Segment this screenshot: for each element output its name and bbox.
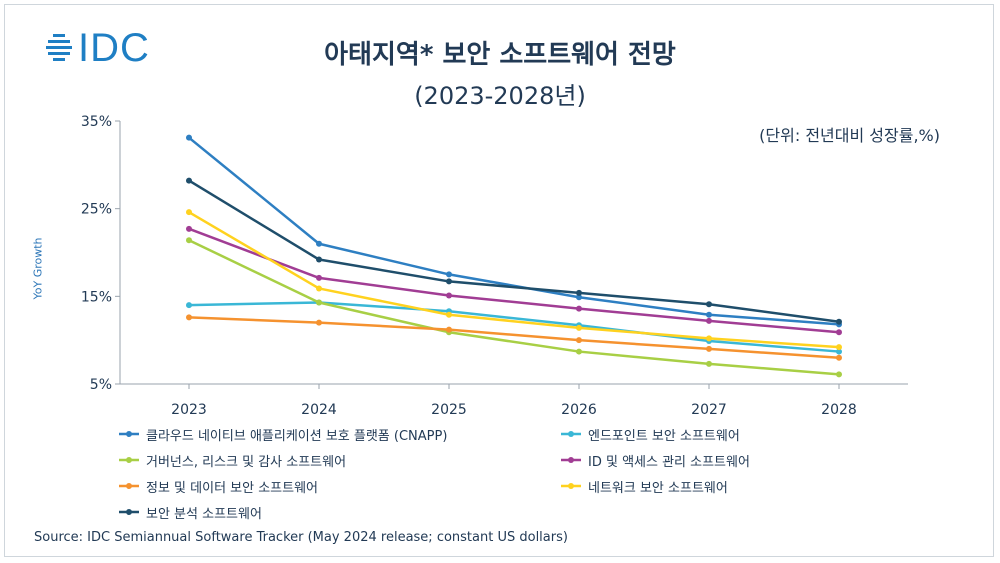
legend-label: 보안 분석 소프트웨어 <box>146 506 262 522</box>
y-tick-label: 35% <box>81 114 112 130</box>
series-5 <box>186 314 842 361</box>
legend-item: ID 및 액세스 관리 소프트웨어 <box>560 450 750 470</box>
data-point <box>576 324 582 331</box>
legend-swatch <box>561 483 581 489</box>
legend-label: ID 및 액세스 관리 소프트웨어 <box>588 454 750 470</box>
chart-subtitle: (2023-2028년) <box>414 82 586 110</box>
y-tick-label: 25% <box>81 202 112 218</box>
legend-item: 네트워크 보안 소프트웨어 <box>560 476 728 496</box>
x-tick-label: 2027 <box>691 402 727 418</box>
data-point <box>446 326 452 333</box>
x-tick-label: 2028 <box>821 402 857 418</box>
logo-text: IDC <box>78 26 150 70</box>
data-point <box>446 292 452 299</box>
legend-swatch <box>119 483 139 489</box>
data-point <box>836 371 842 378</box>
series-line <box>188 227 840 334</box>
legend-swatch-marker <box>126 483 132 489</box>
legend-swatch-marker <box>568 483 574 489</box>
legend-item: 거버넌스, 리스크 및 감사 소프트웨어 <box>118 450 346 470</box>
series-4 <box>186 225 842 336</box>
legend-item: 클라우드 네이티브 애플리케이션 보호 플랫폼 (CNAPP) <box>118 424 447 444</box>
data-point <box>446 278 452 285</box>
data-point <box>836 348 842 355</box>
data-point <box>706 360 712 367</box>
x-tick-label: 2023 <box>171 402 207 418</box>
chart-title: 아태지역* 보안 소프트웨어 전망 <box>324 40 676 70</box>
data-point <box>186 314 192 321</box>
legend-item: 엔드포인트 보안 소프트웨어 <box>560 424 740 444</box>
slide-frame <box>4 4 994 557</box>
series-line <box>188 179 840 323</box>
y-tick-label: 5% <box>90 377 112 393</box>
unit-note: (단위: 전년대비 성장률,%) <box>759 126 940 145</box>
data-point <box>316 299 322 306</box>
data-point <box>316 319 322 326</box>
legend-swatch <box>119 431 139 437</box>
series-7 <box>186 177 842 325</box>
data-point <box>186 134 192 141</box>
data-point <box>576 305 582 312</box>
series-6 <box>186 209 842 351</box>
data-point <box>576 294 582 301</box>
series-line <box>188 316 840 359</box>
x-tick-label: 2025 <box>431 402 467 418</box>
series-line <box>188 211 840 349</box>
globe-icon <box>46 34 72 61</box>
legend-swatch-marker <box>126 509 132 515</box>
legend-item: 보안 분석 소프트웨어 <box>118 502 262 522</box>
idc-logo: IDC <box>44 26 150 70</box>
legend-label: 엔드포인트 보안 소프트웨어 <box>588 428 740 444</box>
legend-swatch-marker <box>568 457 574 463</box>
data-point <box>186 225 192 232</box>
data-point <box>186 209 192 216</box>
data-point <box>706 301 712 308</box>
data-point <box>576 348 582 355</box>
legend-swatch <box>561 457 581 463</box>
legend-swatch-marker <box>126 457 132 463</box>
legend-swatch-marker <box>568 431 574 437</box>
legend-label: 거버넌스, 리스크 및 감사 소프트웨어 <box>146 454 347 470</box>
data-point <box>706 345 712 352</box>
y-tick-label: 15% <box>81 289 112 305</box>
x-tick-label: 2024 <box>301 402 337 418</box>
data-point <box>316 285 322 292</box>
series-line <box>188 136 840 326</box>
legend-swatch <box>119 509 139 515</box>
data-point <box>316 256 322 263</box>
series-line <box>188 301 840 353</box>
series-line <box>188 239 840 376</box>
source-note: Source: IDC Semiannual Software Tracker … <box>34 530 568 545</box>
data-point <box>316 274 322 281</box>
legend-label: 정보 및 데이터 보안 소프트웨어 <box>146 480 319 496</box>
legend-swatch <box>119 457 139 463</box>
legend-swatch <box>561 431 581 437</box>
data-point <box>706 335 712 342</box>
data-point <box>706 311 712 318</box>
data-point <box>446 311 452 318</box>
data-point <box>186 237 192 244</box>
legend-swatch-marker <box>126 431 132 437</box>
data-point <box>576 337 582 344</box>
data-point <box>836 318 842 325</box>
series-3 <box>186 237 842 378</box>
data-point <box>836 354 842 361</box>
data-point <box>836 329 842 336</box>
legend-label: 네트워크 보안 소프트웨어 <box>588 480 728 496</box>
data-point <box>316 240 322 247</box>
data-point <box>186 177 192 184</box>
data-point <box>706 317 712 324</box>
series-1 <box>186 134 842 328</box>
data-point <box>186 302 192 309</box>
x-tick-label: 2026 <box>561 402 597 418</box>
legend-item: 정보 및 데이터 보안 소프트웨어 <box>118 476 318 496</box>
legend-label: 클라우드 네이티브 애플리케이션 보호 플랫폼 (CNAPP) <box>146 428 448 444</box>
data-point <box>576 289 582 296</box>
data-point <box>836 344 842 351</box>
data-point <box>446 271 452 278</box>
